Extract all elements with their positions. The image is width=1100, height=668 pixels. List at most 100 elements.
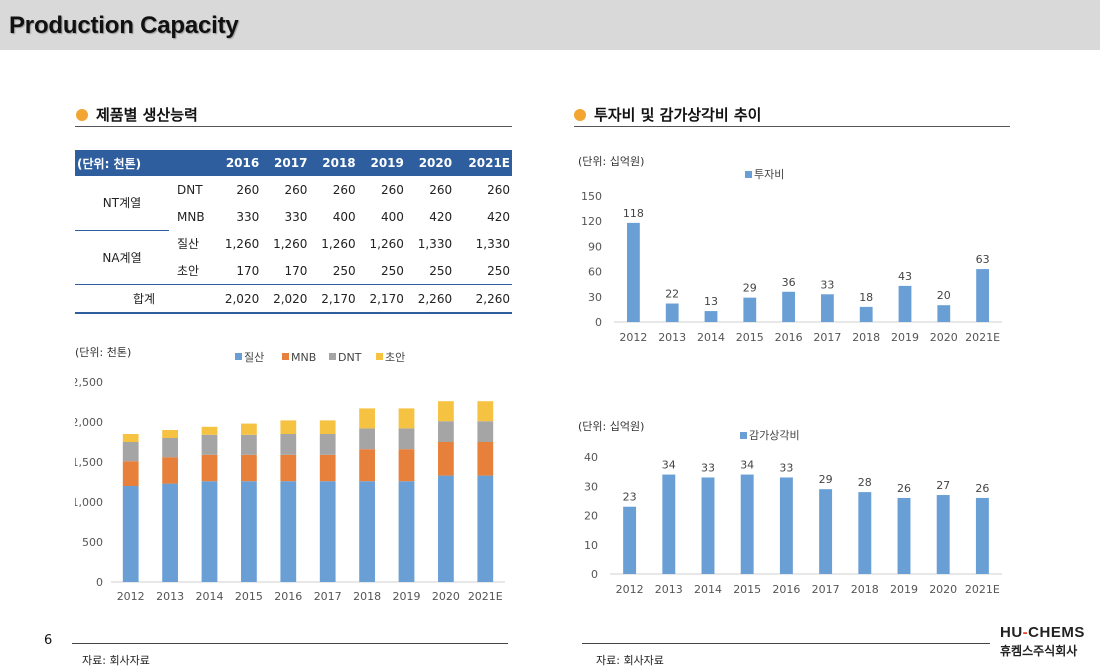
table-cell: 2,020 [261,284,310,314]
bar-segment [280,434,297,455]
data-label: 29 [743,282,757,295]
data-label: 26 [975,482,989,495]
bar-segment [319,454,336,482]
bullet-icon [574,109,586,121]
data-label: 34 [662,459,676,472]
table-cell: 170 [236,263,260,278]
y-tick-label: 0 [96,576,103,589]
table-cell: 170 [284,263,308,278]
data-label: 63 [976,253,990,266]
bar [897,497,911,574]
x-tick-label: 2015 [235,590,263,603]
legend-swatch [740,432,747,439]
legend-swatch [282,353,289,360]
x-tick-label: 2019 [891,331,919,344]
bar-segment [122,442,139,462]
bar [665,303,679,322]
bar [626,222,640,322]
company-logo: HU-CHEMS [1000,624,1085,641]
x-tick-label: 2021E [965,583,1000,596]
bar [936,495,950,574]
bar [975,497,989,574]
bar-segment [359,481,375,582]
bar [623,506,637,574]
total-label: 합계 [75,284,213,314]
capacity-section-heading: 제품별 생산능력 [76,104,198,125]
x-tick-label: 2020 [930,331,958,344]
data-label: 33 [779,461,793,474]
bar-segment [162,430,178,438]
x-tick-label: 2016 [772,583,800,596]
bar-segment [319,434,336,455]
year-header: 2021E [454,150,512,176]
logo-dash: - [1022,624,1029,641]
title-bar: Production Capacity [0,0,1100,50]
bar-segment [477,442,494,476]
x-tick-label: 2014 [697,331,725,344]
bar [662,474,676,574]
bar-segment [398,481,415,582]
group-label: NT계열 [75,176,169,231]
bar [937,305,951,322]
legend-swatch [329,353,336,360]
x-tick-label: 2014 [196,590,224,603]
bar-segment [241,454,257,482]
table-cell: 250 [332,263,356,278]
logo-text-b: CHEMS [1028,624,1085,641]
x-tick-label: 2013 [658,331,686,344]
bar-segment [241,481,257,582]
x-tick-label: 2018 [852,331,880,344]
x-tick-label: 2017 [812,583,840,596]
y-tick-label: 2,000 [75,416,103,429]
y-tick-label: 120 [581,215,602,228]
bar-segment [241,423,257,435]
x-tick-label: 2015 [736,331,764,344]
bar-segment [359,408,375,429]
bar-segment [162,438,178,458]
bar [740,474,754,574]
table-cell: 250 [429,263,453,278]
bar-segment [122,486,139,582]
data-label: 29 [819,473,833,486]
bar [782,291,796,322]
capacity-table-header: (단위: 천톤) 2016 2017 2018 2019 2020 2021E [75,150,512,176]
x-tick-label: 2013 [655,583,683,596]
table-cell: 330 [236,209,260,224]
x-tick-label: 2019 [393,590,421,603]
x-tick-label: 2013 [156,590,184,603]
x-tick-label: 2016 [274,590,302,603]
table-cell: 2,260 [454,284,512,314]
bar [743,297,757,322]
table-cell: 260 [332,182,356,197]
company-name-korean: 휴켐스주식회사 [1000,644,1078,658]
bar [704,311,718,322]
table-cell: 260 [487,182,510,197]
x-tick-label: 2016 [775,331,803,344]
bar [859,306,873,322]
bar-segment [438,442,454,476]
section-underline [574,126,1010,127]
data-label: 43 [898,270,912,283]
bar [820,294,834,322]
table-cell: 2,170 [357,284,406,314]
x-tick-label: 2017 [314,590,342,603]
capacity-table: (단위: 천톤) 2016 2017 2018 2019 2020 2021E … [75,150,512,314]
table-cell: 420 [429,209,453,224]
bar-segment [398,428,415,450]
capex-chart-unit: (단위: 십억원) [578,155,645,168]
table-row: 초안 170 170 250 250 250 250 [75,257,512,285]
data-label: 13 [704,295,718,308]
data-label: 22 [665,288,679,301]
bar-segment [319,481,336,582]
x-tick-label: 2020 [432,590,460,603]
table-row: NT계열 DNT 260 260 260 260 260 260 [75,176,512,231]
capacity-chart-unit: (단위: 천톤) [75,346,132,359]
data-label: 33 [820,278,834,291]
x-tick-label: 2018 [851,583,879,596]
legend-swatch [376,353,383,360]
x-tick-label: 2021E [965,331,1000,344]
x-tick-label: 2012 [117,590,145,603]
legend-label: 투자비 [754,168,784,181]
footer-line-left [72,643,508,644]
capacity-stacked-chart: 질산 MNB DNT 초안 0 500 1,000 1,500 2,000 2,500 2012 20… [75,351,505,603]
